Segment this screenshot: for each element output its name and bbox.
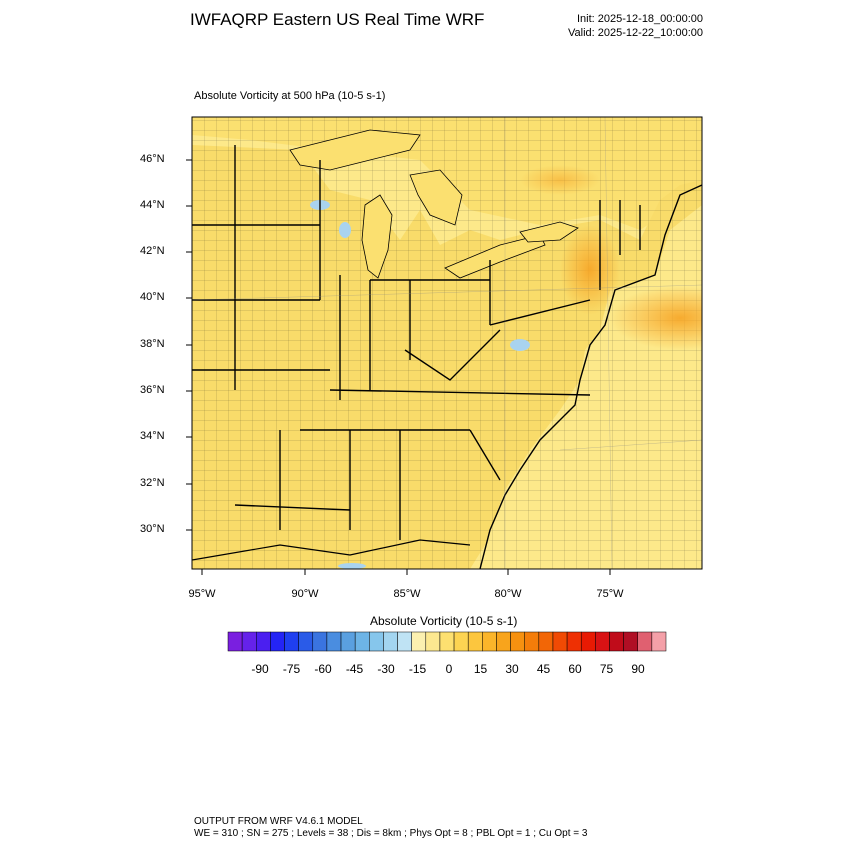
init-time: Init: 2025-12-18_00:00:00 xyxy=(577,13,703,25)
page-title: IWFAQRP Eastern US Real Time WRF xyxy=(190,10,485,29)
lat-label: 34°N xyxy=(140,430,165,442)
lat-label: 32°N xyxy=(140,477,165,489)
colorbar-label: 15 xyxy=(473,662,488,676)
lat-label: 42°N xyxy=(140,245,165,257)
lat-label: 40°N xyxy=(140,291,165,303)
footer-config: WE = 310 ; SN = 275 ; Levels = 38 ; Dis … xyxy=(194,828,588,839)
colorbar-label: -15 xyxy=(408,662,427,676)
lake-huron xyxy=(409,169,463,226)
lake-michigan xyxy=(361,194,393,279)
tick-marks xyxy=(186,159,611,575)
graticule xyxy=(192,117,702,569)
lake-erie xyxy=(444,234,546,279)
footer-model: OUTPUT FROM WRF V4.6.1 MODEL xyxy=(194,816,363,827)
colorbar-title: Absolute Vorticity (10-5 s-1) xyxy=(370,614,518,628)
field-label: Absolute Vorticity at 500 hPa (10-5 s-1) xyxy=(194,90,386,102)
state-borders xyxy=(192,145,641,540)
valid-time: Valid: 2025-12-22_10:00:00 xyxy=(568,27,703,39)
high-vorticity-area xyxy=(520,165,600,195)
map-frame xyxy=(191,116,703,570)
colorbar-label: 0 xyxy=(445,662,453,676)
lon-label: 80°W xyxy=(494,588,522,600)
lon-label: 75°W xyxy=(596,588,624,600)
colorbar-label: -90 xyxy=(251,662,269,676)
colorbar-label: 90 xyxy=(631,662,645,676)
colorbar-label: -30 xyxy=(377,662,395,676)
lat-label: 44°N xyxy=(140,199,165,211)
lake-ontario xyxy=(519,221,579,243)
high-vorticity-area xyxy=(610,286,702,350)
gulf-coast xyxy=(192,539,471,561)
colorbar-label: 30 xyxy=(505,662,519,676)
high-vorticity-area xyxy=(560,225,620,315)
lon-label: 95°W xyxy=(188,588,216,600)
lake-fill xyxy=(510,339,530,351)
lake-fill xyxy=(339,222,351,238)
colorbar-label: 45 xyxy=(536,662,551,676)
colorbar-label: -75 xyxy=(282,662,301,676)
lat-label: 30°N xyxy=(140,523,165,535)
lat-label: 46°N xyxy=(140,153,165,165)
colorbar-label: -45 xyxy=(345,662,364,676)
colorbar-label: 60 xyxy=(568,662,582,676)
lat-label: 38°N xyxy=(140,338,165,350)
lat-label: 36°N xyxy=(140,384,165,396)
lon-label: 90°W xyxy=(291,588,319,600)
lon-label: 85°W xyxy=(393,588,421,600)
lake-superior xyxy=(289,129,421,171)
coastline xyxy=(479,184,702,569)
colorbar-label: 75 xyxy=(599,662,614,676)
colorbar-label: -60 xyxy=(314,662,332,676)
lake-fill xyxy=(338,563,366,569)
